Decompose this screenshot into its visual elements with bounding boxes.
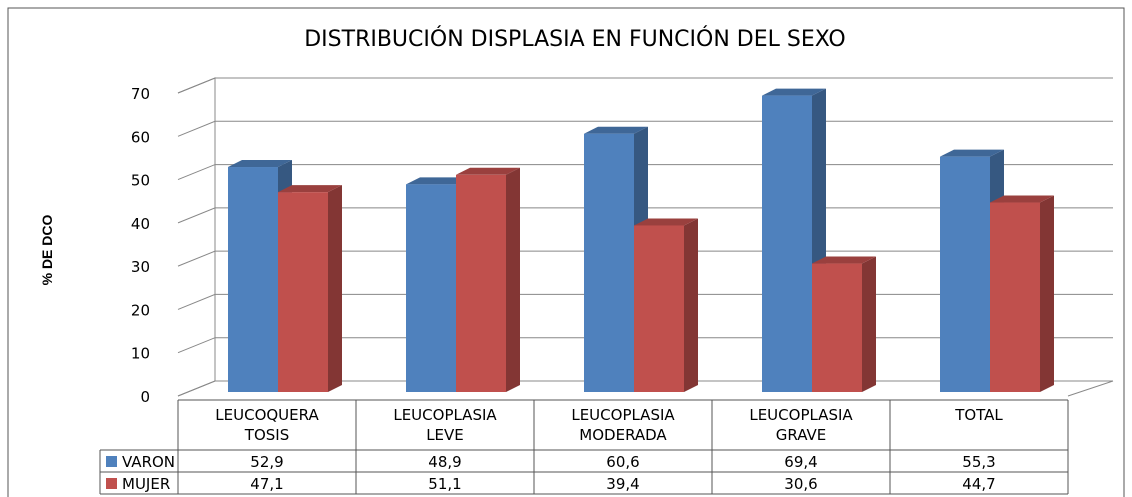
legend-label: MUJER <box>122 475 170 493</box>
y-axis-label: % DE DCO <box>39 215 55 286</box>
table-value: 55,3 <box>962 453 995 471</box>
bar-top <box>278 185 342 193</box>
y-tick-label: 30 <box>131 258 150 276</box>
bar-top <box>584 126 648 134</box>
x-tick-label: MODERADA <box>579 426 667 444</box>
bar <box>278 192 328 392</box>
bar <box>584 133 634 392</box>
x-tick-label: TOTAL <box>954 406 1003 424</box>
table-value: 60,6 <box>606 453 639 471</box>
bar-top <box>990 195 1054 203</box>
bar <box>406 184 456 392</box>
y-tick-label: 70 <box>131 85 150 103</box>
bar-top <box>228 160 292 168</box>
bar <box>762 95 812 393</box>
table-value: 69,4 <box>784 453 817 471</box>
floor-edge <box>1067 380 1114 397</box>
y-tick-label: 50 <box>131 172 150 190</box>
bar-top <box>406 177 470 185</box>
y-tick-label: 60 <box>131 128 150 146</box>
bar <box>228 167 278 392</box>
bar-top <box>940 149 1004 157</box>
table-value: 44,7 <box>962 475 995 493</box>
table-value: 39,4 <box>606 475 639 493</box>
legend-label: VARON <box>122 453 175 471</box>
x-tick-label: LEUCOQUERA <box>215 406 319 424</box>
y-tick-label: 0 <box>140 388 150 406</box>
bar-top <box>762 88 826 96</box>
table-value: 48,9 <box>428 453 461 471</box>
table-value: 52,9 <box>250 453 283 471</box>
bar <box>634 225 684 392</box>
bar <box>456 174 506 392</box>
grid-line <box>177 77 1113 94</box>
x-tick-label: GRAVE <box>776 426 826 444</box>
x-tick-label: LEUCOPLASIA <box>749 406 853 424</box>
x-tick-label: LEUCOPLASIA <box>393 406 497 424</box>
bar-side <box>684 218 698 392</box>
legend-swatch <box>106 456 117 467</box>
table-value: 51,1 <box>428 475 461 493</box>
bar-top <box>812 256 876 264</box>
x-tick-label: LEUCOPLASIA <box>571 406 675 424</box>
legend-swatch <box>106 478 117 489</box>
y-tick-label: 20 <box>131 301 150 319</box>
chart-border <box>7 7 1125 497</box>
bar-side <box>506 167 520 392</box>
bar <box>812 263 862 392</box>
bar <box>990 202 1040 392</box>
table-value: 47,1 <box>250 475 283 493</box>
bar-top <box>634 218 698 226</box>
table-value: 30,6 <box>784 475 817 493</box>
chart-title: DISTRIBUCIÓN DISPLASIA EN FUNCIÓN DEL SE… <box>304 26 846 52</box>
bar <box>940 156 990 392</box>
y-tick-label: 10 <box>131 345 150 363</box>
bar-side <box>328 185 342 392</box>
x-tick-label: LEVE <box>426 426 464 444</box>
bar-side <box>1040 195 1054 392</box>
bar-top <box>456 167 520 175</box>
y-tick-label: 40 <box>131 215 150 233</box>
bar-side <box>862 256 876 392</box>
x-tick-label: TOSIS <box>244 426 289 444</box>
